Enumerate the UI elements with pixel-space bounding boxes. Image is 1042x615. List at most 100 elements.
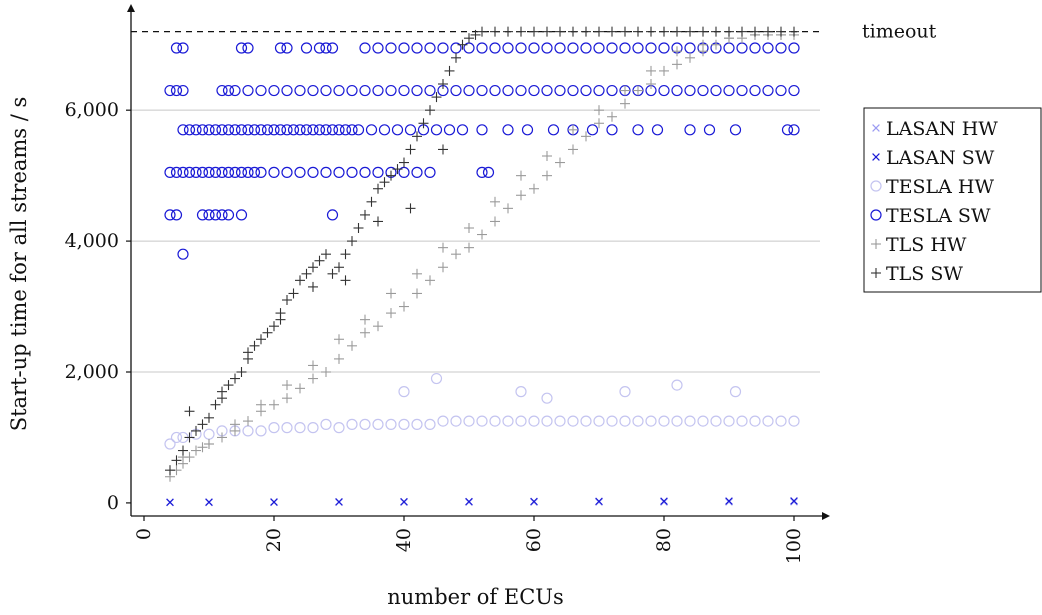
marker-shape bbox=[270, 498, 278, 506]
marker-shape bbox=[320, 418, 332, 430]
tls-sw-point bbox=[373, 216, 383, 227]
tls-sw-point bbox=[262, 327, 273, 338]
marker-shape bbox=[242, 84, 254, 97]
marker-shape bbox=[229, 166, 241, 178]
tls-hw-point bbox=[490, 196, 500, 207]
tesla-sw-point bbox=[320, 84, 332, 97]
tls-hw-point bbox=[373, 321, 383, 332]
marker-shape bbox=[196, 166, 209, 178]
tesla-sw-point bbox=[554, 84, 566, 97]
tls-sw-point bbox=[327, 268, 338, 279]
tls-sw-point bbox=[737, 26, 747, 37]
tesla-sw-point bbox=[183, 166, 196, 178]
tls-sw-point bbox=[340, 275, 351, 286]
tesla-sw-point bbox=[281, 124, 293, 136]
y-tick-label: 6,000 bbox=[65, 99, 119, 121]
tesla-sw-point bbox=[391, 124, 404, 136]
tesla-sw-point bbox=[606, 124, 618, 136]
marker-shape bbox=[209, 209, 222, 221]
tesla-sw-point bbox=[580, 42, 592, 54]
marker-shape bbox=[606, 124, 618, 136]
tesla-sw-point bbox=[788, 84, 800, 97]
tesla-sw-point bbox=[300, 42, 313, 54]
marker-shape bbox=[229, 84, 241, 97]
tesla-sw-point bbox=[222, 166, 235, 178]
marker-shape bbox=[177, 166, 189, 178]
tls-sw-point bbox=[750, 26, 760, 37]
marker-shape bbox=[788, 415, 800, 427]
marker-shape bbox=[411, 42, 423, 54]
marker-shape bbox=[177, 248, 189, 260]
marker-shape bbox=[255, 166, 267, 178]
tls-hw-point bbox=[334, 334, 344, 345]
tesla-sw-point bbox=[307, 84, 319, 97]
marker-shape bbox=[684, 124, 696, 136]
tesla-sw-point bbox=[775, 84, 787, 97]
tls-sw-point bbox=[379, 177, 390, 188]
tesla-sw-point bbox=[268, 84, 280, 97]
tls-sw-point bbox=[763, 26, 773, 37]
y-axis-arrow bbox=[127, 4, 135, 12]
series-tls-sw bbox=[165, 26, 799, 476]
tls-hw-point bbox=[555, 157, 565, 168]
tls-hw-point bbox=[633, 85, 643, 96]
marker-shape bbox=[710, 84, 722, 97]
tls-hw-point bbox=[581, 131, 591, 142]
tesla-hw-point bbox=[515, 386, 527, 398]
marker-shape bbox=[294, 124, 306, 136]
tesla-sw-point bbox=[567, 42, 579, 54]
marker-shape bbox=[541, 84, 553, 97]
tls-sw-point bbox=[308, 262, 318, 273]
tesla-hw-point bbox=[359, 418, 371, 430]
tesla-sw-point bbox=[365, 124, 378, 136]
tesla-sw-point bbox=[235, 209, 248, 221]
tesla-sw-point bbox=[547, 124, 560, 136]
marker-shape bbox=[463, 84, 475, 97]
marker-shape bbox=[333, 422, 345, 434]
marker-shape bbox=[281, 84, 293, 97]
tesla-sw-point bbox=[515, 42, 527, 54]
marker-shape bbox=[359, 42, 371, 54]
tls-hw-point bbox=[672, 59, 682, 70]
tesla-sw-point bbox=[684, 42, 696, 54]
marker-shape bbox=[567, 42, 579, 54]
tesla-sw-point bbox=[456, 124, 469, 136]
tesla-hw-point bbox=[411, 418, 423, 430]
marker-shape bbox=[261, 124, 274, 136]
marker-shape bbox=[619, 42, 631, 54]
marker-shape bbox=[762, 84, 774, 97]
tesla-hw-point bbox=[515, 415, 527, 427]
tls-sw-point bbox=[646, 26, 656, 37]
tesla-sw-point bbox=[476, 166, 488, 178]
tesla-sw-point bbox=[281, 84, 293, 97]
marker-shape bbox=[430, 124, 443, 136]
tesla-sw-point bbox=[170, 209, 183, 221]
marker-shape bbox=[398, 84, 410, 97]
marker-shape bbox=[170, 84, 183, 97]
marker-shape bbox=[424, 166, 436, 178]
marker-shape bbox=[515, 42, 527, 54]
y-axis-title: Start-up time for all streams / s bbox=[7, 97, 31, 432]
marker-shape bbox=[281, 42, 293, 54]
tesla-hw-point bbox=[450, 415, 462, 427]
marker-shape bbox=[736, 84, 748, 97]
tls-sw-point bbox=[171, 455, 182, 466]
tls-sw-point bbox=[789, 26, 799, 37]
tls-hw-point bbox=[360, 314, 370, 325]
tls-sw-point bbox=[620, 26, 630, 37]
tesla-sw-point bbox=[476, 42, 488, 54]
tesla-sw-point bbox=[183, 124, 196, 136]
tesla-sw-point bbox=[593, 84, 605, 97]
tls-hw-point bbox=[386, 308, 396, 319]
marker-shape bbox=[775, 84, 787, 97]
marker-shape bbox=[595, 497, 603, 506]
marker-shape bbox=[606, 42, 618, 54]
lasan-sw-point bbox=[530, 497, 538, 506]
tls-hw-point bbox=[568, 124, 578, 135]
tls-hw-point bbox=[360, 327, 370, 338]
tesla-sw-point bbox=[294, 124, 306, 136]
marker-shape bbox=[502, 42, 514, 54]
tesla-sw-point bbox=[242, 124, 254, 136]
marker-shape bbox=[749, 84, 761, 97]
